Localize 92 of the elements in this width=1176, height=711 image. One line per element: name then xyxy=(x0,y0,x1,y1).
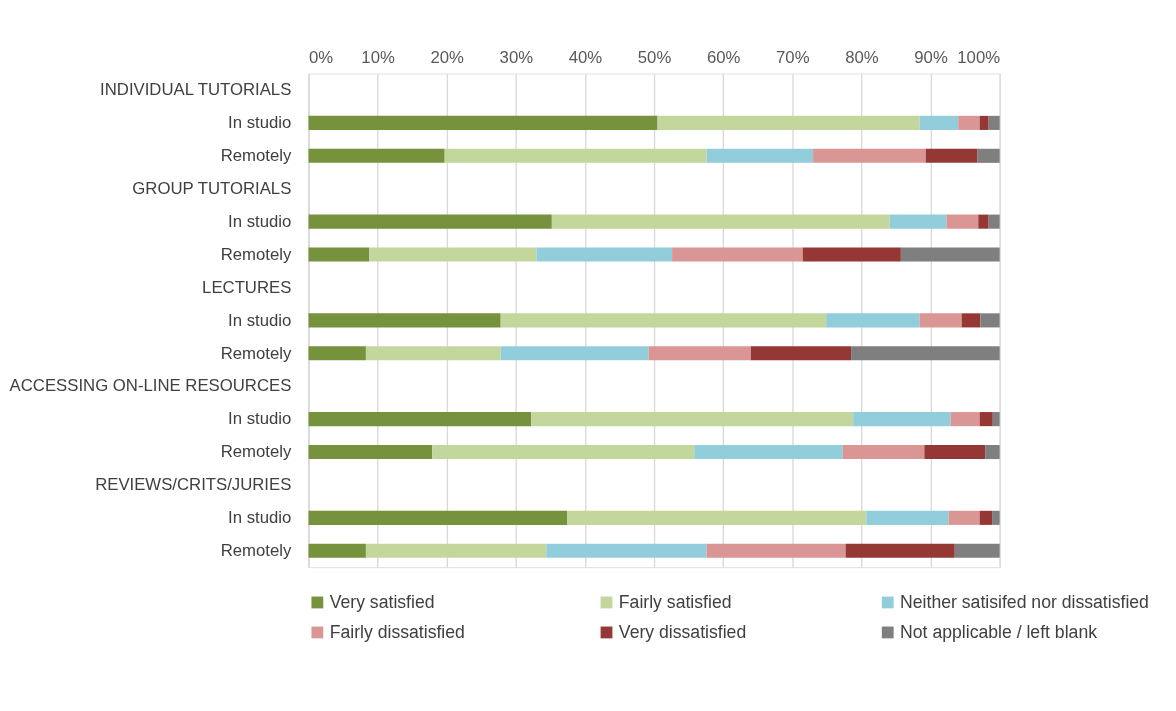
y-tick-label: ACCESSING ON-LINE RESOURCES xyxy=(9,376,292,396)
bar xyxy=(648,346,751,361)
y-tick-label: GROUP TUTORIALS xyxy=(132,179,292,199)
bar xyxy=(924,444,986,460)
bar xyxy=(551,214,890,229)
bar xyxy=(961,313,981,328)
legend-label: Fairly satisfied xyxy=(618,591,732,612)
bar xyxy=(977,148,1000,163)
y-tick-label: Remotely xyxy=(220,541,292,561)
bar xyxy=(919,115,959,130)
x-tick-label: 100% xyxy=(957,48,1001,68)
bar xyxy=(531,412,854,427)
bar xyxy=(500,313,827,328)
x-tick-label: 20% xyxy=(430,48,465,68)
bar xyxy=(308,444,433,460)
bar xyxy=(946,214,979,229)
bar xyxy=(845,543,955,558)
bar xyxy=(919,313,962,328)
bar xyxy=(444,148,707,163)
y-tick-label: In studio xyxy=(228,409,292,429)
legend-label: Not applicable / left blank xyxy=(900,621,1098,642)
legend-label: Fairly dissatisfied xyxy=(329,621,465,642)
legend-label: Very dissatisfied xyxy=(618,621,747,642)
bar xyxy=(308,247,370,262)
x-tick-label: 60% xyxy=(706,48,741,68)
bar xyxy=(365,543,547,558)
x-tick-label: 40% xyxy=(568,48,603,68)
bar xyxy=(979,412,993,427)
bar xyxy=(308,115,658,130)
x-tick-label: 10% xyxy=(361,48,395,68)
bar xyxy=(802,247,901,262)
bar xyxy=(979,510,993,525)
x-tick-label: 80% xyxy=(845,48,879,68)
y-tick-label: In studio xyxy=(228,211,292,231)
y-tick-label: INDIVIDUAL TUTORIALS xyxy=(100,80,292,100)
bar xyxy=(813,148,926,163)
bar xyxy=(958,115,980,130)
y-tick-label: LECTURES xyxy=(202,277,292,297)
bar xyxy=(992,412,1000,427)
legend-label: Very satisfied xyxy=(329,591,435,612)
bar xyxy=(853,412,951,427)
y-tick-label: Remotely xyxy=(220,244,292,264)
bar xyxy=(657,115,920,130)
y-tick-label: In studio xyxy=(228,310,292,330)
bar xyxy=(826,313,920,328)
bar xyxy=(369,247,537,262)
bar xyxy=(925,148,978,163)
bar xyxy=(954,543,1000,558)
bar xyxy=(750,346,852,361)
bar xyxy=(694,444,843,460)
x-tick-label: 0% xyxy=(308,48,334,68)
bar xyxy=(866,510,949,525)
y-tick-label: In studio xyxy=(228,508,292,528)
bar xyxy=(948,510,980,525)
bar xyxy=(308,148,445,163)
bar xyxy=(985,444,1000,460)
bar xyxy=(365,346,501,361)
bar xyxy=(308,510,568,525)
y-tick-label: In studio xyxy=(228,113,292,133)
bar xyxy=(706,148,814,163)
y-tick-label: Remotely xyxy=(220,146,292,166)
bar xyxy=(308,346,366,361)
x-tick-label: 90% xyxy=(914,48,948,68)
bar xyxy=(546,543,707,558)
bar xyxy=(979,115,989,130)
bar xyxy=(567,510,867,525)
bar xyxy=(978,214,989,229)
y-tick-label: Remotely xyxy=(220,442,292,462)
bar xyxy=(308,543,366,558)
bar xyxy=(500,346,649,361)
bar xyxy=(842,444,925,460)
bar xyxy=(851,346,1000,361)
bar xyxy=(988,115,1000,130)
bar xyxy=(980,313,1000,328)
bar xyxy=(988,214,1000,229)
y-tick-label: Remotely xyxy=(220,343,292,363)
legend-label: Neither satisifed nor dissatisfied xyxy=(900,591,1149,612)
bar xyxy=(672,247,803,262)
x-tick-label: 70% xyxy=(776,48,810,68)
bar xyxy=(889,214,947,229)
bar xyxy=(308,214,552,229)
bar xyxy=(308,313,501,328)
bar xyxy=(308,412,532,427)
bar xyxy=(950,412,980,427)
x-tick-label: 50% xyxy=(637,48,672,68)
y-tick-label: REVIEWS/CRITS/JURIES xyxy=(95,475,292,495)
bar xyxy=(900,247,1000,262)
bar xyxy=(992,510,1000,525)
bar xyxy=(706,543,846,558)
x-tick-label: 30% xyxy=(499,48,534,68)
bar xyxy=(536,247,673,262)
bar xyxy=(432,444,695,460)
